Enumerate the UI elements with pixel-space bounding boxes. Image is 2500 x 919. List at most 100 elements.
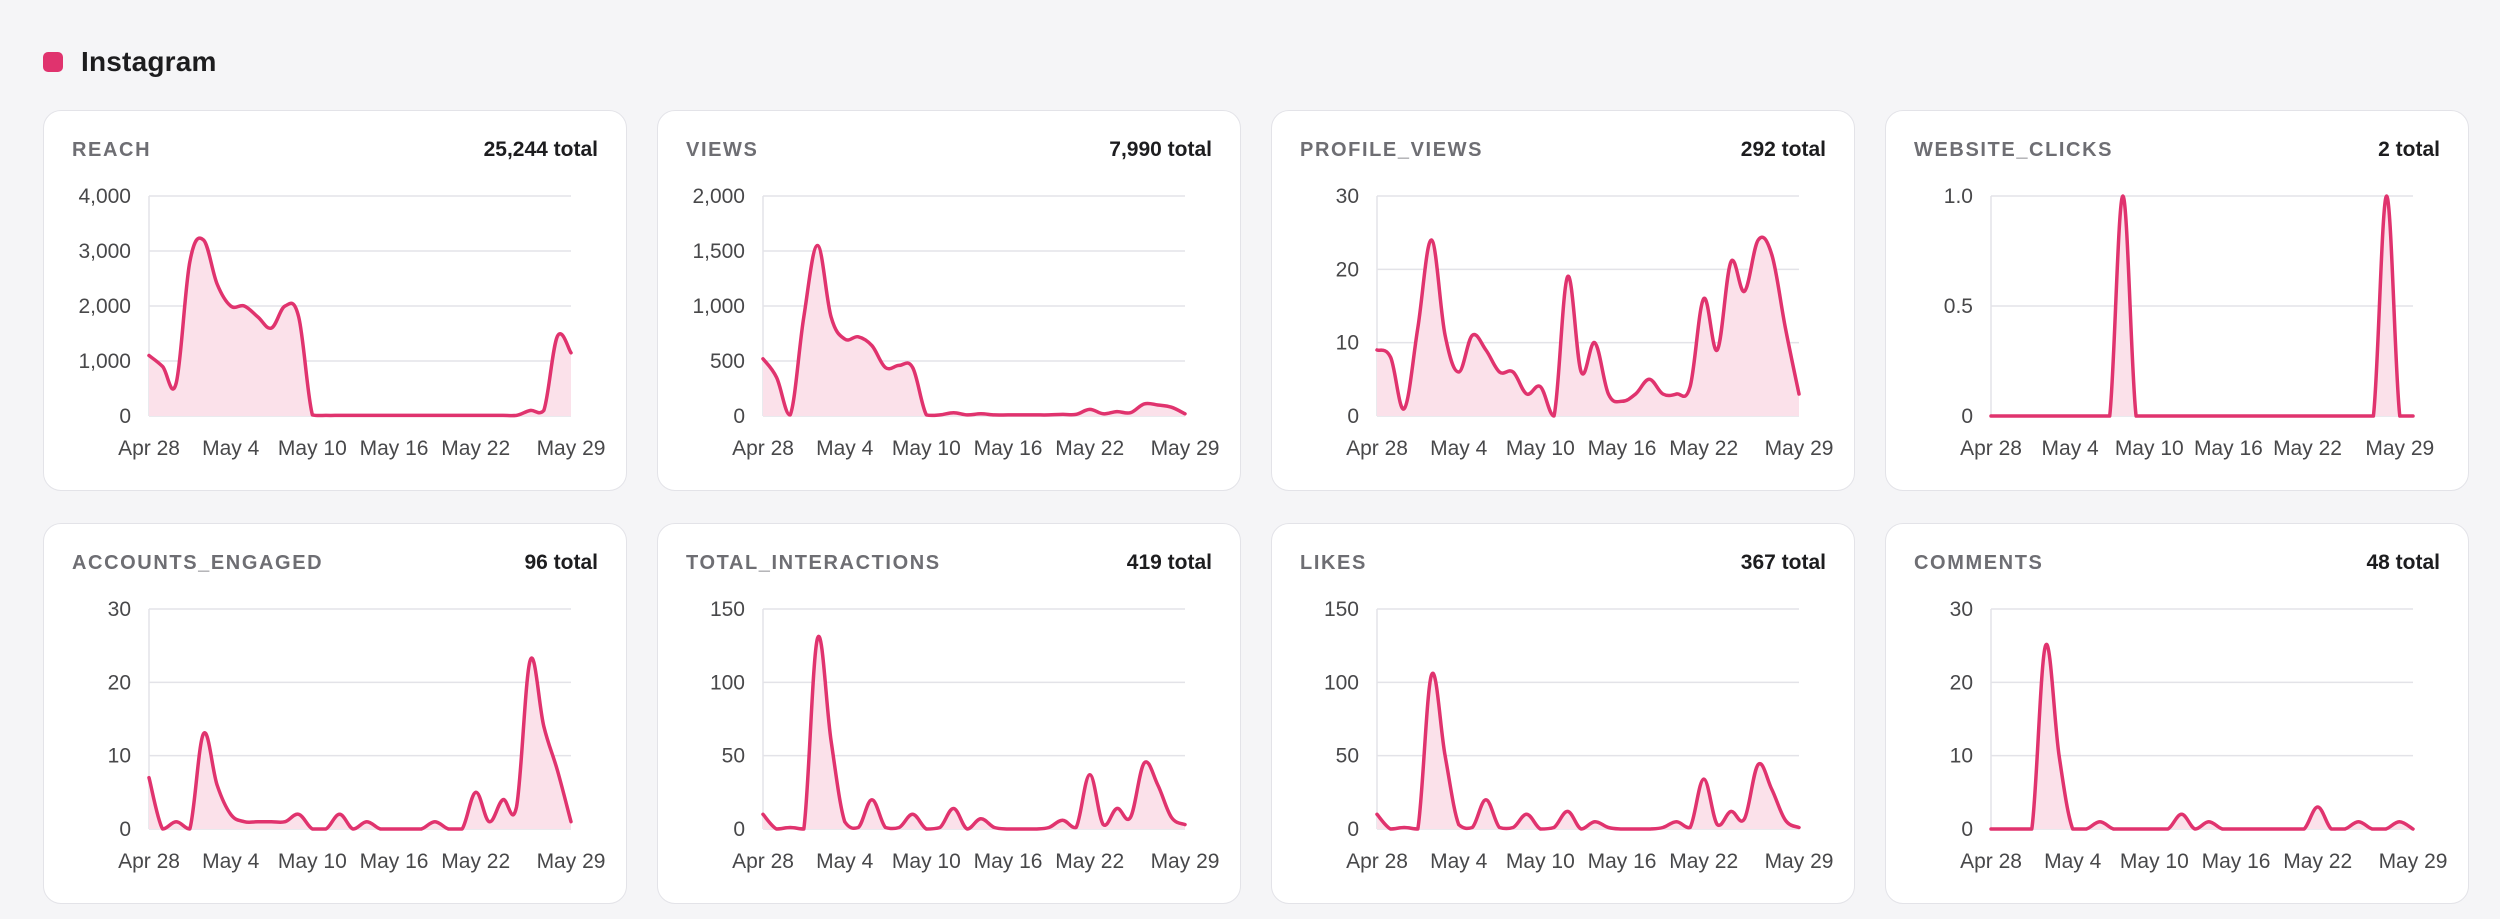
x-tick-label: May 22 (441, 850, 510, 873)
data-point (1061, 412, 1065, 416)
data-point (1606, 826, 1610, 830)
card-total: 96 total (524, 551, 598, 574)
x-tick-label: May 16 (974, 437, 1043, 460)
data-point (1169, 405, 1173, 409)
card-total: 2 total (2378, 138, 2440, 161)
data-point (802, 827, 806, 831)
data-point (515, 805, 519, 809)
data-point (1498, 370, 1502, 374)
x-tick-label: Apr 28 (1960, 437, 2022, 460)
data-point (788, 413, 792, 417)
data-point (856, 335, 860, 339)
data-point (188, 260, 192, 264)
data-point (1416, 827, 1420, 831)
data-point (843, 337, 847, 341)
data-point (1552, 826, 1556, 830)
data-point (2345, 414, 2349, 418)
data-point (2397, 820, 2401, 824)
data-point (1647, 827, 1651, 831)
data-point (2125, 827, 2129, 831)
x-tick-label: May 22 (441, 437, 510, 460)
data-point (297, 315, 301, 319)
data-point (1020, 827, 1024, 831)
y-tick-label: 0 (119, 818, 131, 841)
data-point (1375, 348, 1379, 352)
card-total: 367 total (1740, 551, 1826, 574)
x-tick-label: May 16 (2194, 437, 2263, 460)
x-tick-label: Apr 28 (118, 437, 180, 460)
card-title: WEBSITE_CLICKS (1914, 139, 2114, 161)
data-point (897, 363, 901, 367)
data-point (215, 783, 219, 787)
data-point (952, 411, 956, 415)
data-point (829, 315, 833, 319)
data-point (174, 381, 178, 385)
data-point (378, 827, 382, 831)
x-tick-label: Apr 28 (1346, 850, 1408, 873)
series-line (147, 236, 573, 418)
data-point (1443, 754, 1447, 758)
data-point (2084, 827, 2088, 831)
data-point (2152, 827, 2156, 831)
data-point (1743, 817, 1747, 821)
data-point (2385, 194, 2389, 198)
card-title: ACCOUNTS_ENGAGED (72, 552, 324, 574)
y-tick-label: 0 (1347, 405, 1359, 428)
data-point (338, 413, 342, 417)
y-tick-label: 30 (108, 598, 131, 621)
y-tick-label: 20 (108, 671, 131, 694)
data-point (406, 413, 410, 417)
data-point (1620, 827, 1624, 831)
data-point (938, 413, 942, 417)
data-point (2302, 827, 2306, 831)
data-point (202, 238, 206, 242)
y-tick-label: 0 (733, 405, 745, 428)
data-point (1156, 783, 1160, 787)
series-line (1375, 671, 1801, 831)
data-point (1033, 827, 1037, 831)
data-point (1715, 823, 1719, 827)
series-line (147, 656, 573, 831)
y-tick-label: 30 (1950, 598, 1973, 621)
data-point (2226, 414, 2230, 418)
series-area (763, 636, 1185, 829)
y-tick-label: 30 (1336, 185, 1359, 208)
data-point (979, 412, 983, 416)
chart-views: 0 500 1,000 1,500 2,000 Apr 28 May 4 May 10 May … (692, 185, 1219, 460)
chart-total-interactions: 0 50 100 150 Apr 28 May 4 May 10 May 16 May 22 Ma… (710, 598, 1220, 873)
data-point (1702, 777, 1706, 781)
data-point (2306, 414, 2310, 418)
y-tick-label: 1,000 (78, 350, 131, 373)
data-point (2147, 414, 2151, 418)
data-point (419, 827, 423, 831)
y-tick-label: 10 (108, 745, 131, 768)
data-point (1675, 392, 1679, 396)
x-tick-label: May 29 (1151, 850, 1220, 873)
data-point (1115, 410, 1119, 414)
chart-accounts-engaged: 0 10 20 30 Apr 28 May 4 May 10 May 16 May 22 May … (108, 598, 606, 873)
card-title: TOTAL_INTERACTIONS (686, 552, 941, 574)
data-point (1606, 392, 1610, 396)
x-tick-label: May 10 (278, 850, 347, 873)
series-line (761, 634, 1187, 831)
data-point (270, 326, 274, 330)
data-point (447, 413, 451, 417)
x-tick-label: May 22 (1669, 437, 1738, 460)
data-point (1416, 326, 1420, 330)
y-tick-label: 1,000 (692, 295, 745, 318)
y-tick-label: 0 (1347, 818, 1359, 841)
y-tick-label: 150 (1324, 598, 1359, 621)
series-area (149, 238, 571, 416)
data-point (2180, 812, 2184, 816)
data-point (1169, 815, 1173, 819)
x-tick-label: May 4 (2042, 437, 2100, 460)
data-point (365, 820, 369, 824)
data-point (2015, 414, 2019, 418)
data-point (1498, 826, 1502, 830)
series-area (1991, 644, 2413, 829)
card-total: 292 total (1740, 138, 1826, 161)
data-point (2248, 827, 2252, 831)
data-point (2071, 827, 2075, 831)
data-point (1470, 826, 1474, 830)
data-point (474, 413, 478, 417)
